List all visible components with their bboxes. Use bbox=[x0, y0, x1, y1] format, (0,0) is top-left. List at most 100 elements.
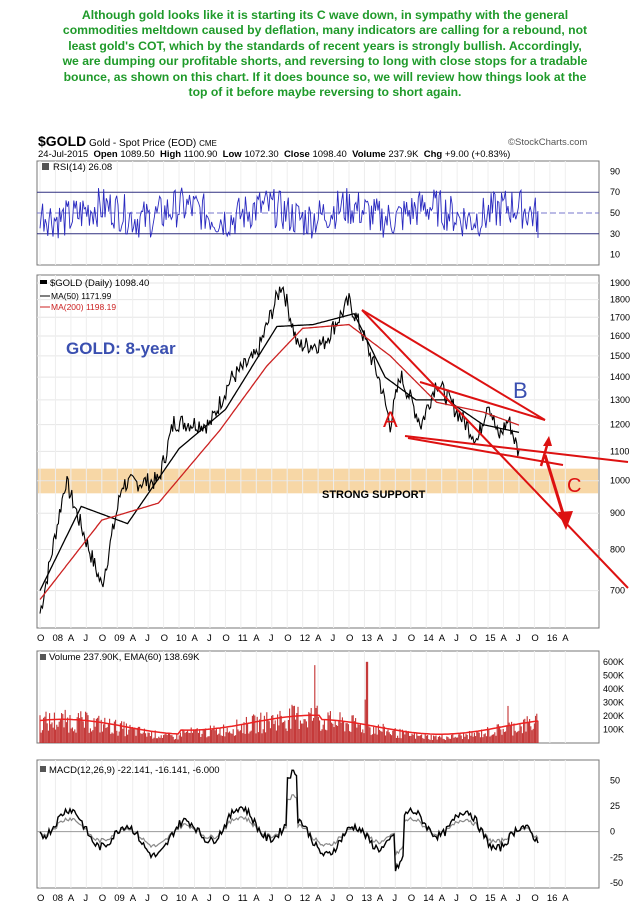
date-label: 24-Jul-2015 bbox=[38, 149, 89, 160]
x-tick-label: O bbox=[161, 633, 168, 644]
price-tick-label: 800 bbox=[610, 544, 625, 554]
x-tick-label: O bbox=[408, 893, 415, 904]
x-tick-label: J bbox=[83, 633, 88, 644]
x-tick-label: O bbox=[408, 633, 415, 644]
x-tick-label: O bbox=[161, 893, 168, 904]
volume-tick-label: 500K bbox=[603, 670, 624, 680]
open-value: 1089.50 bbox=[120, 149, 155, 160]
channel-line bbox=[404, 435, 629, 463]
x-tick-label: 08 bbox=[52, 633, 63, 644]
macd-series bbox=[37, 769, 599, 872]
chart-title: GOLD: 8-year bbox=[66, 339, 176, 358]
x-tick-label: 12 bbox=[300, 893, 311, 904]
price-tick-label: 1400 bbox=[610, 372, 630, 382]
rsi-tick-label: 10 bbox=[610, 250, 620, 260]
macd-tick-label: 0 bbox=[610, 827, 615, 837]
x-tick-label: J bbox=[392, 893, 397, 904]
price-tick-label: 1000 bbox=[610, 476, 630, 486]
close-value: 1098.40 bbox=[312, 149, 347, 160]
rsi-tick-label: 30 bbox=[610, 229, 620, 239]
price-tick-label: 1300 bbox=[610, 395, 630, 405]
gridlines bbox=[37, 161, 599, 888]
x-tick-label: A bbox=[68, 893, 75, 904]
x-tick-label: 10 bbox=[176, 633, 187, 644]
price-tick-label: 1600 bbox=[610, 331, 630, 341]
x-tick-label: A bbox=[192, 893, 199, 904]
x-tick-label: J bbox=[269, 893, 274, 904]
price-tick-label: 1800 bbox=[610, 295, 630, 305]
x-tick-label: A bbox=[501, 633, 508, 644]
ma50-line bbox=[39, 312, 520, 591]
x-tick-label: J bbox=[207, 633, 212, 644]
channel-line bbox=[407, 437, 564, 466]
rsi-line bbox=[39, 187, 539, 239]
x-tick-label: 15 bbox=[485, 633, 496, 644]
volume-tick-label: 300K bbox=[603, 697, 624, 707]
macd-tick-label: 50 bbox=[610, 775, 620, 785]
brand-icon: © bbox=[508, 137, 515, 148]
price-line bbox=[39, 286, 520, 614]
x-tick-label: O bbox=[284, 893, 291, 904]
x-tick-label: A bbox=[501, 893, 508, 904]
x-tick-label: J bbox=[331, 893, 336, 904]
rsi-tick-label: 50 bbox=[610, 208, 620, 218]
channel-line bbox=[361, 309, 546, 421]
x-tick-label: J bbox=[392, 633, 397, 644]
volume-tick-label: 600K bbox=[603, 657, 624, 667]
high-value: 1100.90 bbox=[183, 149, 218, 160]
x-tick-label: 16 bbox=[547, 893, 558, 904]
x-tick-label: A bbox=[315, 893, 322, 904]
x-tick-label: A bbox=[253, 633, 260, 644]
volume-label: Volume bbox=[352, 149, 386, 160]
chg-label: Chg bbox=[423, 149, 443, 160]
volume-tick-label: 200K bbox=[603, 711, 624, 721]
x-tick-label: O bbox=[470, 633, 477, 644]
x-tick-label: 12 bbox=[300, 633, 311, 644]
price-tick-label: 1500 bbox=[610, 351, 630, 361]
x-tick-label: O bbox=[346, 633, 353, 644]
x-tick-label: J bbox=[145, 893, 150, 904]
wave-c-arrow-shaft bbox=[543, 454, 567, 521]
volume-legend-swatch bbox=[40, 654, 46, 660]
x-tick-label: 15 bbox=[485, 893, 496, 904]
channel-line bbox=[419, 381, 546, 421]
ma200-legend: MA(200) 1198.19 bbox=[51, 302, 116, 312]
x-tick-label: 14 bbox=[423, 633, 434, 644]
volume-ema-line bbox=[39, 714, 539, 735]
x-tick-label: 14 bbox=[423, 893, 434, 904]
x-tick-label: O bbox=[531, 893, 538, 904]
close-label: Close bbox=[283, 149, 310, 160]
x-tick-label: J bbox=[207, 893, 212, 904]
macd-line bbox=[39, 769, 539, 872]
x-tick-label: J bbox=[269, 633, 274, 644]
x-tick-label: 13 bbox=[361, 633, 372, 644]
x-tick-label: A bbox=[377, 893, 384, 904]
price-tick-label: 1100 bbox=[610, 446, 629, 456]
symbol-label: $GOLD bbox=[38, 133, 87, 149]
rsi-legend: RSI(14) 26.08 bbox=[53, 162, 112, 173]
x-tick-label: J bbox=[516, 633, 521, 644]
bounce-arrowhead bbox=[543, 436, 552, 446]
x-tick-label: O bbox=[222, 893, 229, 904]
axis-ticks: 1900180017001600150014001300120011001000… bbox=[37, 166, 630, 904]
low-value: 1072.30 bbox=[244, 149, 279, 160]
x-tick-label: 13 bbox=[361, 893, 372, 904]
x-tick-label: A bbox=[130, 633, 137, 644]
x-tick-label: 09 bbox=[114, 633, 125, 644]
macd-legend-swatch bbox=[40, 766, 46, 772]
x-tick-label: A bbox=[439, 633, 446, 644]
x-tick-label: J bbox=[83, 893, 88, 904]
rsi-tick-label: 70 bbox=[610, 187, 620, 197]
wave-a-label: A bbox=[383, 407, 398, 432]
high-label: High bbox=[160, 149, 182, 160]
ma200-line bbox=[39, 323, 520, 600]
x-tick-label: A bbox=[562, 633, 569, 644]
chg-value: +9.00 (+0.83%) bbox=[444, 149, 511, 160]
wave-c-arrowhead bbox=[558, 511, 573, 530]
x-tick-label: A bbox=[439, 893, 446, 904]
price-tick-label: 1700 bbox=[610, 312, 630, 322]
volume-tick-label: 400K bbox=[603, 684, 624, 694]
rsi-series bbox=[37, 187, 599, 239]
x-tick-label: 08 bbox=[52, 893, 63, 904]
symbol-header: $GOLD Gold - Spot Price (EOD) CME bbox=[38, 133, 217, 149]
